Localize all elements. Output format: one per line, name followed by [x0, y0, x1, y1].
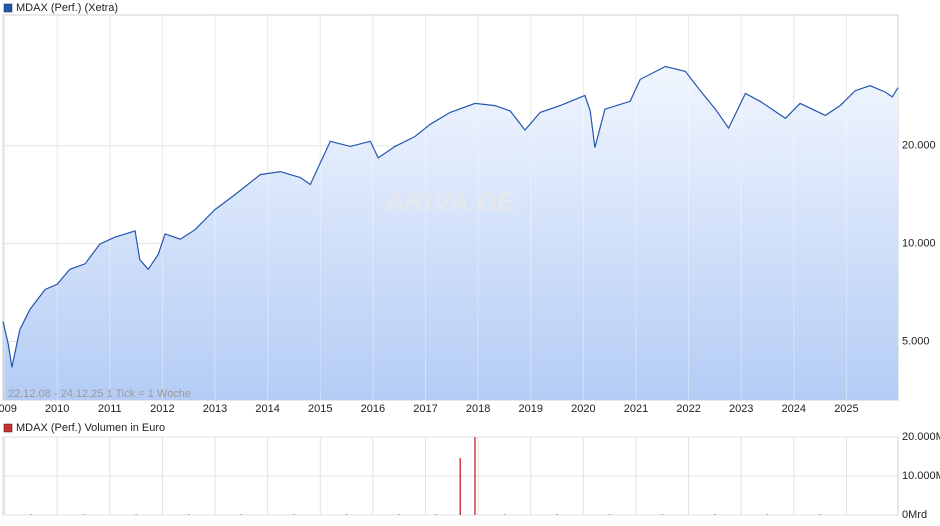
x-tick-label: 2009 — [0, 403, 17, 415]
volume-bar — [819, 514, 821, 515]
volume-bar — [82, 514, 85, 515]
x-tick-label: 2016 — [361, 403, 385, 415]
x-tick-label: 2024 — [782, 403, 806, 415]
x-tick-label: 2022 — [676, 403, 700, 415]
volume-bar — [661, 514, 663, 515]
volume-bar — [714, 514, 716, 515]
price-line — [2, 65, 899, 368]
volume-bar — [240, 514, 243, 515]
volume-bar — [135, 514, 137, 515]
volume-bar — [766, 514, 769, 515]
volume-bar — [30, 514, 32, 515]
y-tick-label: 20.000 — [902, 140, 936, 152]
area-fill — [3, 66, 898, 400]
y-tick-label: 20.000M — [902, 431, 940, 443]
y-tick-label: 10.000M — [902, 470, 940, 482]
x-tick-label: 2018 — [466, 403, 490, 415]
x-tick-label: 2011 — [98, 403, 122, 415]
volume-bar — [435, 514, 437, 515]
x-tick-label: 2019 — [518, 403, 542, 415]
x-tick-label: 2013 — [203, 403, 227, 415]
y-tick-label: 5.000 — [902, 335, 930, 347]
x-tick-label: 2023 — [729, 403, 753, 415]
legend-swatch — [3, 423, 13, 433]
x-tick-label: 2021 — [624, 403, 648, 415]
watermark: ARIVA.DE — [383, 185, 517, 216]
y-tick-label: 10.000 — [902, 237, 936, 249]
volume-bar — [503, 514, 506, 515]
x-tick-label: 2012 — [150, 403, 174, 415]
y-tick-label: 0Mrd — [902, 509, 927, 521]
volume-bar — [459, 458, 461, 515]
legend-swatch — [3, 3, 13, 13]
volume-bar — [188, 514, 190, 515]
x-tick-label: 2020 — [571, 403, 595, 415]
volume-bar — [474, 437, 476, 515]
annotation: 22.12.08 - 24.12.25 1 Tick = 1 Woche — [8, 388, 191, 400]
legend-label: MDAX (Perf.) (Xetra) — [16, 2, 118, 14]
x-tick-label: 2014 — [255, 403, 279, 415]
volume-bar — [293, 514, 295, 515]
x-tick-label: 2017 — [413, 403, 437, 415]
x-tick-label: 2025 — [834, 403, 858, 415]
x-tick-label: 2010 — [45, 403, 69, 415]
volume-bar — [398, 514, 400, 515]
legend-label: MDAX (Perf.) Volumen in Euro — [16, 422, 165, 434]
x-tick-label: 2015 — [308, 403, 332, 415]
volume-bar — [556, 514, 558, 515]
volume-bar — [345, 514, 348, 515]
volume-bar — [608, 514, 611, 515]
